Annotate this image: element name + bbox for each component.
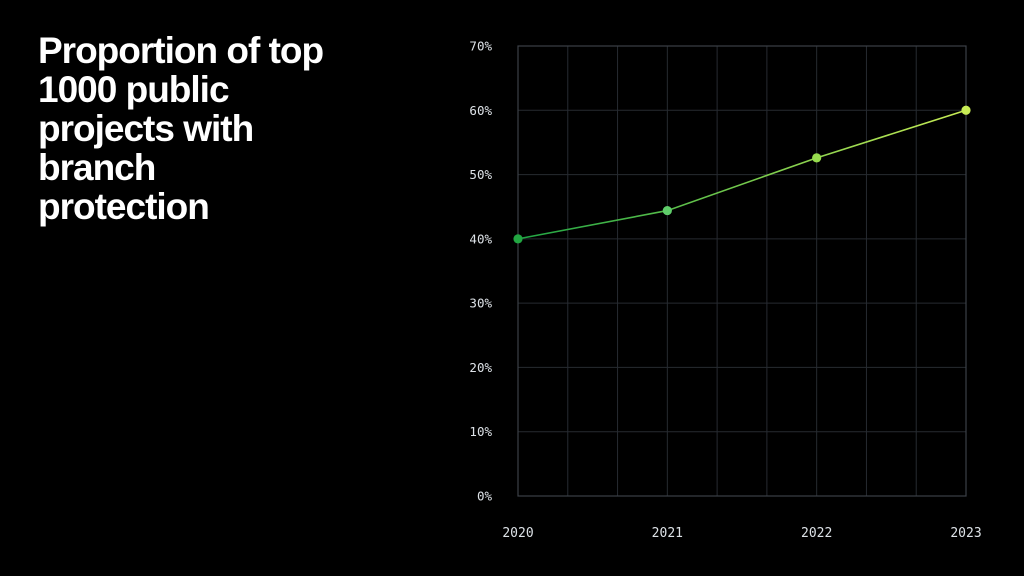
y-axis-tick-label: 40%	[469, 231, 492, 246]
data-point	[513, 234, 523, 244]
y-axis-tick-label: 30%	[469, 296, 492, 311]
data-point	[662, 205, 672, 216]
y-axis-tick-label: 70%	[469, 39, 492, 54]
trend-line	[517, 109, 967, 240]
x-axis-tick-label: 2020	[502, 526, 533, 541]
y-axis-tick-label: 10%	[469, 424, 492, 439]
y-axis-tick-label: 50%	[469, 167, 492, 182]
y-axis-tick-label: 0%	[477, 489, 493, 504]
x-axis-tick-label: 2022	[801, 526, 832, 541]
data-point	[812, 153, 822, 163]
x-axis-tick-label: 2021	[652, 526, 683, 541]
data-point	[961, 105, 971, 115]
slide-title: Proportion of top 1000 public projects w…	[38, 30, 324, 227]
plot-border	[517, 45, 967, 497]
y-axis-tick-label: 60%	[469, 103, 492, 118]
y-axis-tick-label: 20%	[469, 360, 492, 375]
x-axis-tick-label: 2023	[950, 526, 981, 541]
